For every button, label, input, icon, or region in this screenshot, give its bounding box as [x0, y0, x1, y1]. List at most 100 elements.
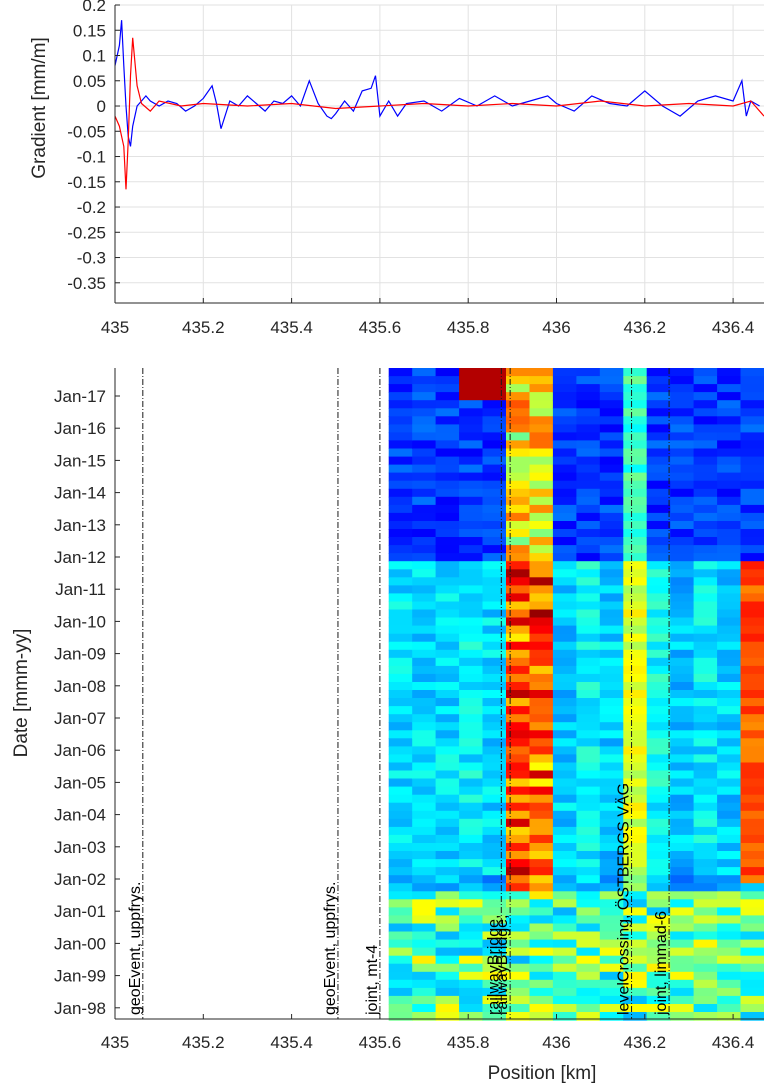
heatmap-cell: [459, 657, 484, 667]
heatmap-cell: [529, 987, 554, 997]
heatmap-cell: [529, 883, 554, 892]
heatmap-y-axis-label: Date [mmm-yy]: [11, 629, 32, 758]
heatmap-cell: [576, 368, 601, 377]
heatmap-cell: [576, 625, 601, 635]
history-heatmap: geoEvent, uppfrys. geoEvent, uppfrys. join…: [11, 368, 764, 1084]
heatmap-cell: [740, 673, 764, 683]
heatmap-cell: [552, 754, 577, 764]
heatmap-cell: [482, 770, 507, 780]
heatmap-y-tick-label: Jan-12: [54, 548, 106, 567]
heatmap-cell: [717, 963, 742, 973]
heatmap-cell: [529, 907, 554, 917]
heatmap-cell: [459, 464, 484, 474]
heatmap-cell: [506, 802, 531, 812]
heatmap-cell: [552, 947, 577, 957]
heatmap-cell: [599, 802, 624, 812]
heatmap-cell: [623, 826, 648, 836]
heatmap-cell: [506, 569, 531, 578]
heatmap-cell: [412, 786, 437, 796]
heatmap-cell: [576, 400, 601, 409]
heatmap-cell: [412, 794, 437, 804]
heatmap-cell: [599, 698, 624, 707]
heatmap-cell: [740, 456, 764, 466]
heatmap-cell: [506, 408, 531, 417]
heatmap-cell: [506, 754, 531, 764]
heatmap-cell: [435, 762, 460, 772]
heatmap-cell: [717, 649, 742, 659]
heatmap-cell: [717, 665, 742, 675]
heatmap-cell: [670, 794, 695, 804]
heatmap-cell: [576, 521, 601, 530]
heatmap-cell: [388, 633, 413, 643]
heatmap-cell: [670, 690, 695, 699]
heatmap-cell: [435, 464, 460, 474]
heatmap-cell: [623, 553, 648, 562]
heatmap-cell: [599, 834, 624, 844]
heatmap-cell: [482, 496, 507, 506]
heatmap-cell: [388, 569, 413, 578]
heatmap-cell: [506, 762, 531, 772]
gradient-plot-area: [115, 5, 764, 303]
heatmap-cell: [599, 971, 624, 981]
heatmap-cell: [576, 843, 601, 852]
heatmap-cell: [552, 995, 577, 1005]
heatmap-cell: [717, 907, 742, 917]
heatmap-annotations: geoEvent, uppfrys. geoEvent, uppfrys. join…: [127, 368, 670, 1019]
heatmap-cell: [693, 432, 718, 442]
heatmap-cell: [506, 939, 531, 949]
heatmap-cell: [599, 947, 624, 957]
heatmap-cell: [482, 979, 507, 989]
heatmap-cell: [482, 577, 507, 586]
heatmap-cell: [646, 794, 671, 804]
heatmap-cell: [623, 464, 648, 474]
heatmap-cell: [740, 955, 764, 965]
gradient-y-tick-label: -0.05: [67, 122, 106, 141]
heatmap-cell: [670, 818, 695, 828]
heatmap-cell: [646, 593, 671, 603]
heatmap-cell: [529, 512, 554, 522]
heatmap-cell: [717, 529, 742, 538]
heatmap-cell: [552, 448, 577, 458]
heatmap-cell: [459, 899, 484, 908]
heatmap-cell: [412, 722, 437, 731]
heatmap-cell: [717, 424, 742, 434]
heatmap-cell: [506, 529, 531, 538]
heatmap-cell: [740, 561, 764, 570]
heatmap-cell: [646, 448, 671, 458]
heatmap-cell: [740, 537, 764, 546]
heatmap-cell: [740, 657, 764, 667]
heatmap-cell: [740, 714, 764, 723]
heatmap-cell: [552, 971, 577, 981]
heatmap-cell: [388, 665, 413, 675]
heatmap-cell: [740, 625, 764, 635]
heatmap-cell: [482, 786, 507, 796]
heatmap-cell: [506, 706, 531, 715]
heatmap-cell: [717, 826, 742, 836]
heatmap-cell: [693, 641, 718, 651]
heatmap-cell: [670, 1004, 695, 1013]
heatmap-cell: [412, 851, 437, 860]
heatmap-cell: [435, 899, 460, 908]
heatmap-cell: [459, 408, 484, 417]
heatmap-cell: [388, 738, 413, 747]
heatmap-cell: [670, 826, 695, 836]
heatmap-cell: [552, 786, 577, 796]
heatmap-cell: [717, 633, 742, 643]
heatmap-cell: [717, 698, 742, 707]
heatmap-cell: [482, 794, 507, 804]
heatmap-cell: [599, 762, 624, 772]
heatmap-cell: [717, 987, 742, 997]
heatmap-cell: [670, 665, 695, 675]
heatmap-cell: [388, 995, 413, 1005]
heatmap-cell: [670, 738, 695, 747]
heatmap-cell: [459, 786, 484, 796]
heatmap-cell: [576, 529, 601, 538]
heatmap-cell: [529, 875, 554, 884]
heatmap-cell: [740, 794, 764, 804]
heatmap-cell: [529, 851, 554, 860]
heatmap-cell: [717, 746, 742, 756]
heatmap-cell: [552, 714, 577, 723]
heatmap-cell: [529, 794, 554, 804]
heatmap-cell: [459, 939, 484, 949]
heatmap-cell: [482, 1004, 507, 1013]
